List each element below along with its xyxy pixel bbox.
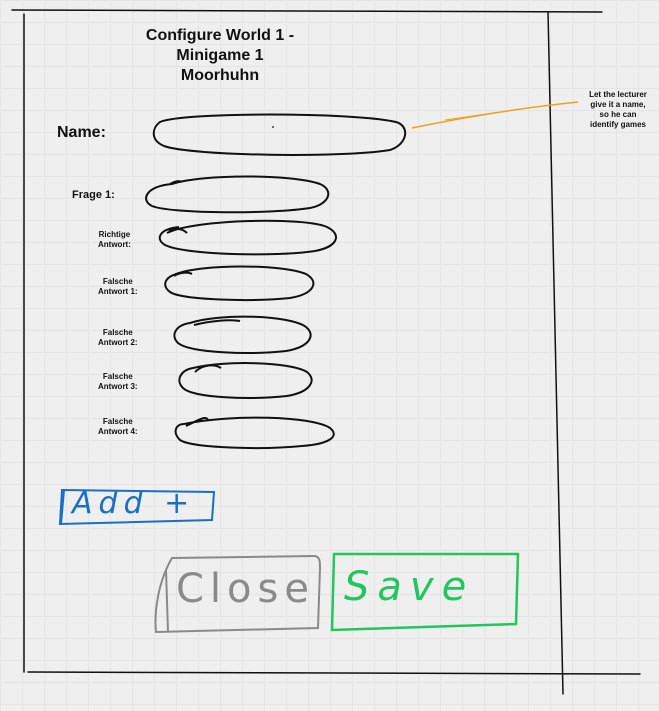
add-question-button-label[interactable]: Add + bbox=[72, 486, 196, 521]
annotation-note: Let the lecturer give it a name, so he c… bbox=[589, 90, 647, 129]
close-button[interactable] bbox=[150, 552, 326, 638]
close-button-label[interactable]: Close bbox=[176, 566, 315, 612]
name-input[interactable] bbox=[152, 108, 412, 158]
save-button[interactable] bbox=[328, 550, 524, 636]
question-label: Frage 1: bbox=[72, 189, 115, 201]
correct-answer-label: Richtige Antwort: bbox=[98, 230, 131, 249]
question-input[interactable] bbox=[142, 172, 332, 214]
wrong-answer-4-label: Falsche Antwort 4: bbox=[98, 417, 138, 436]
page-title: Configure World 1 - Minigame 1 Moorhuhn bbox=[145, 27, 295, 84]
wrong-answer-4-input[interactable] bbox=[172, 410, 342, 452]
wrong-answer-2-label: Falsche Antwort 2: bbox=[98, 328, 138, 347]
wrong-answer-3-label: Falsche Antwort 3: bbox=[98, 372, 138, 391]
wrong-answer-1-label: Falsche Antwort 1: bbox=[98, 277, 138, 296]
annotation-arrow bbox=[411, 101, 579, 129]
name-label: Name: bbox=[57, 124, 106, 141]
correct-answer-input[interactable] bbox=[155, 215, 340, 257]
add-question-button[interactable] bbox=[54, 484, 220, 530]
wrong-answer-1-input[interactable] bbox=[162, 262, 322, 304]
save-button-label[interactable]: Save bbox=[344, 564, 475, 610]
wrong-answer-2-input[interactable] bbox=[170, 313, 320, 358]
wrong-answer-3-input[interactable] bbox=[175, 358, 320, 402]
